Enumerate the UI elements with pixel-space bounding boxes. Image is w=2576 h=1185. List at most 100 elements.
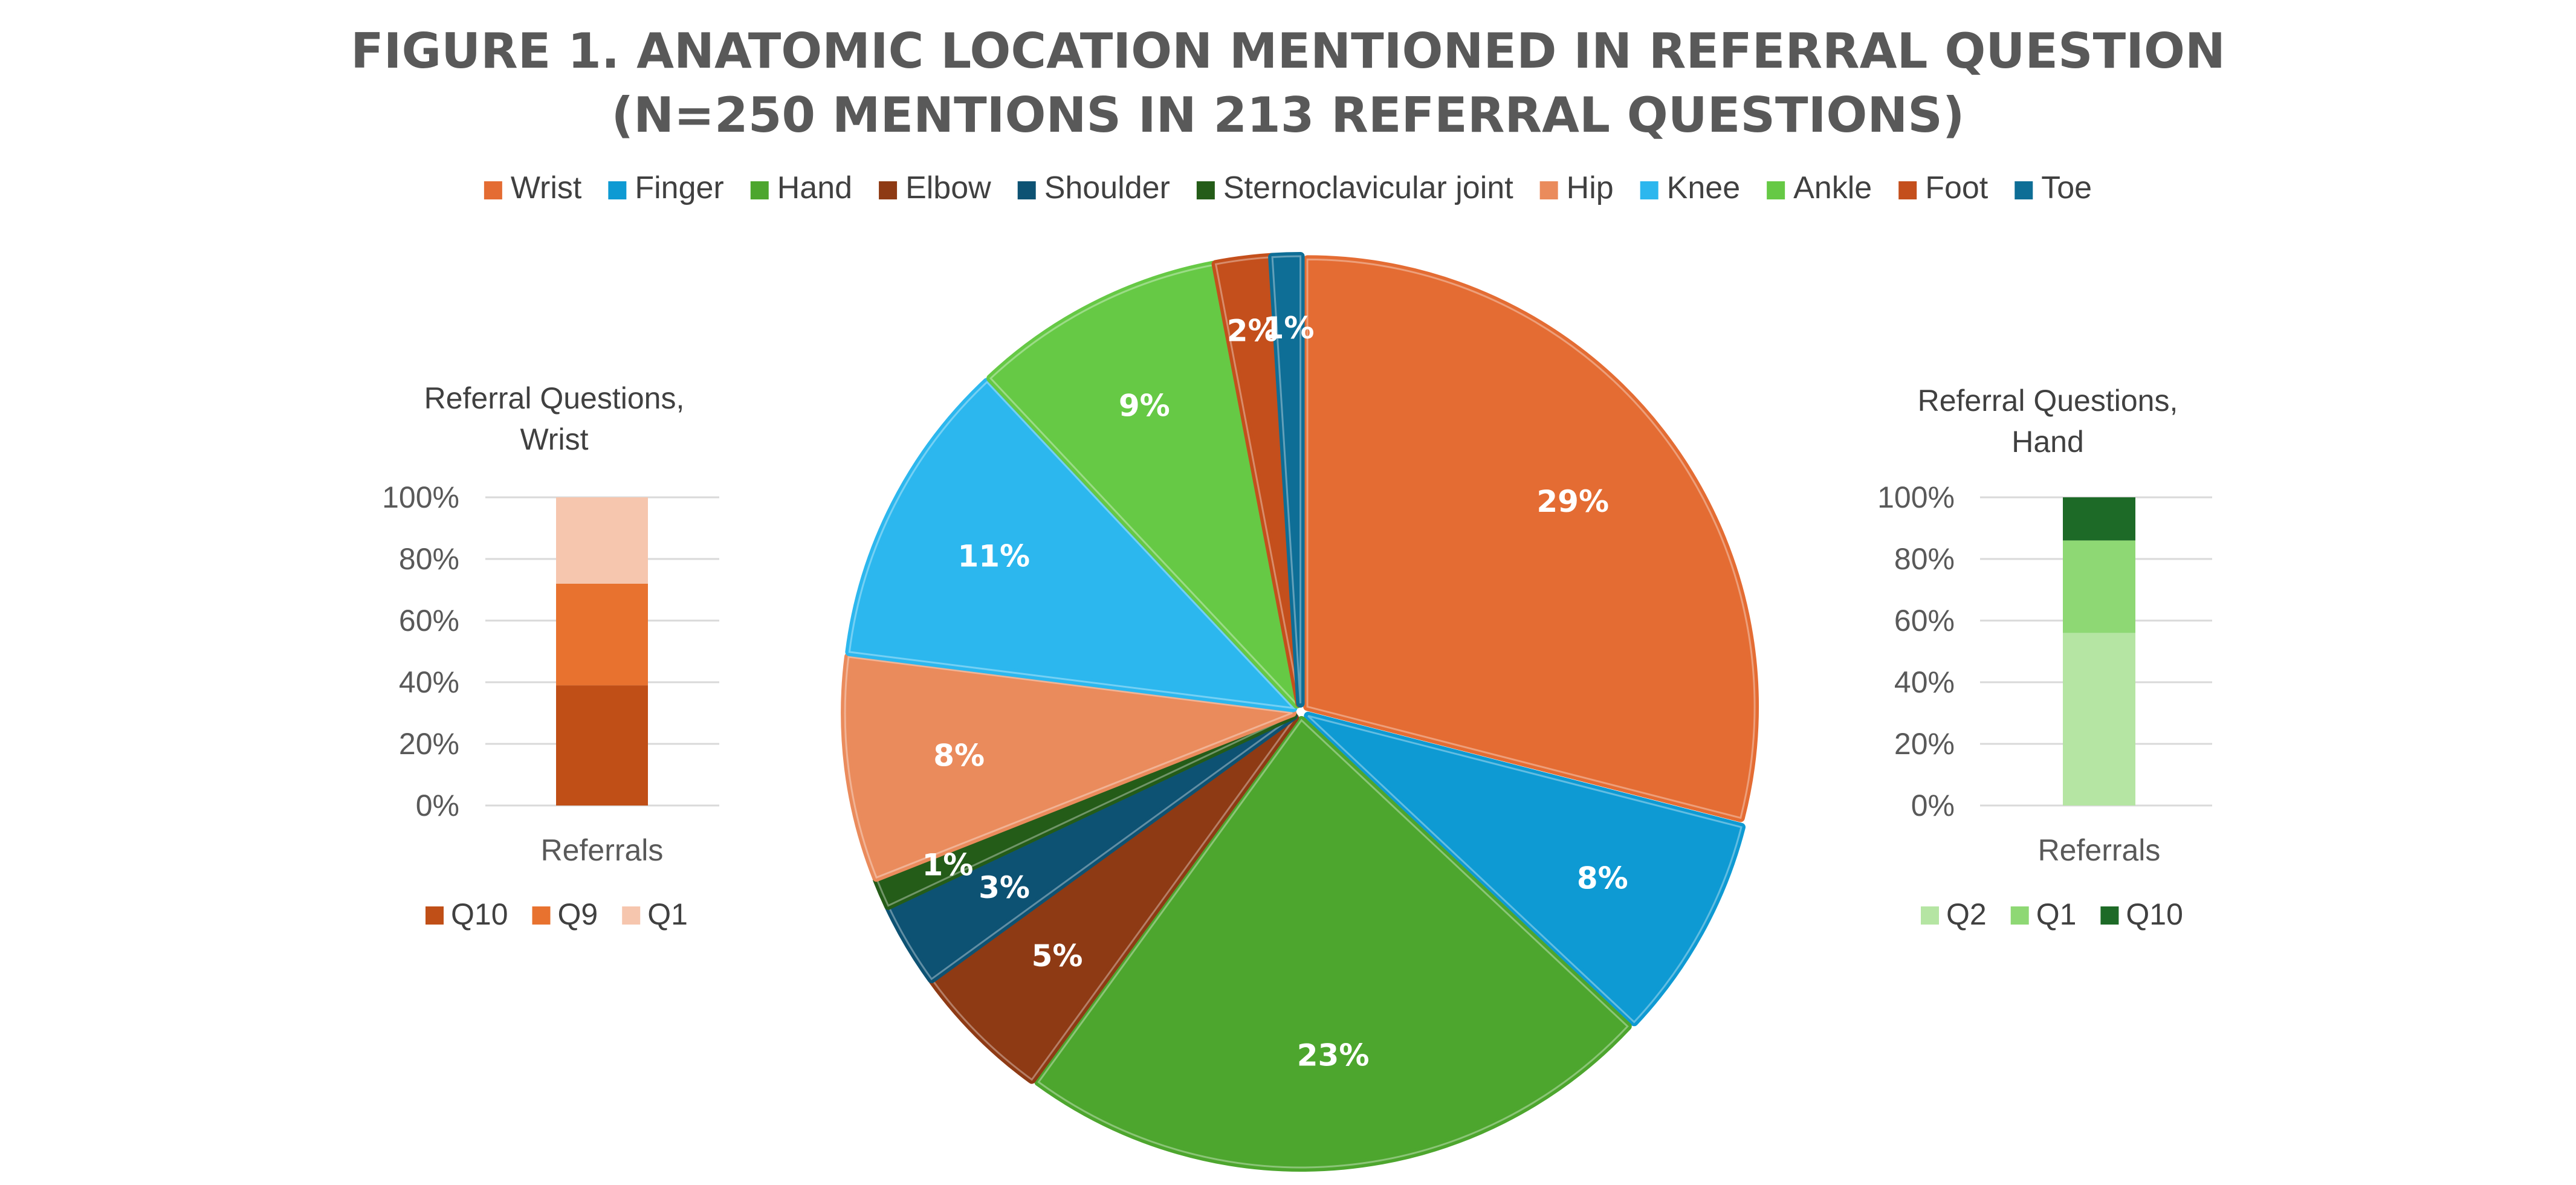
- legend-label-finger: Finger: [635, 170, 723, 205]
- wrist-legend-swatch-q9: [532, 906, 551, 925]
- hand-x-category-label: Referrals: [2038, 833, 2161, 867]
- hand-stacked-bar-chart: Referral Questions, Hand 0% 20% 40% 60% 80% 100…: [1877, 384, 2212, 931]
- legend-label-hip: Hip: [1567, 170, 1614, 205]
- legend-item-toe: Toe: [2015, 170, 2092, 205]
- hand-legend-item-q10: Q10: [2100, 897, 2183, 931]
- hand-bar-segment-q2: [2063, 633, 2135, 806]
- legend-swatch-hand: [750, 181, 769, 199]
- legend-label-shoulder: Shoulder: [1044, 170, 1170, 205]
- wrist-legend-swatch-q1: [622, 906, 641, 925]
- legend-item-foot: Foot: [1898, 170, 1989, 205]
- pie-slice-edge-knee: [848, 381, 1296, 709]
- legend-item-hip: Hip: [1539, 170, 1614, 205]
- legend-swatch-knee: [1640, 181, 1659, 199]
- pie-label-hip: 8%: [933, 738, 985, 773]
- wrist-bar-segment-q1: [556, 497, 648, 584]
- pie-label-knee: 11%: [957, 538, 1030, 573]
- hand-y-tick-label: 60%: [1894, 604, 1955, 638]
- pie-slice-edge-toe: [1271, 255, 1302, 704]
- wrist-y-tick-label: 0%: [416, 789, 459, 822]
- hand-legend-swatch-q1: [2010, 906, 2029, 925]
- hand-legend-item-q2: Q2: [1921, 897, 1987, 931]
- pie-label-foot: 2%: [1227, 314, 1278, 349]
- wrist-y-tick-label: 40%: [399, 665, 459, 699]
- pie-label-finger: 8%: [1577, 861, 1628, 896]
- wrist-legend-item-q1: Q1: [622, 897, 688, 931]
- pie-slice-edge-finger: [1307, 715, 1743, 1024]
- legend-swatch-sternoclavicular-joint: [1196, 181, 1215, 199]
- legend-swatch-hip: [1539, 181, 1558, 199]
- hand-y-tick-label: 80%: [1894, 542, 1955, 576]
- pie-slice-hip: [841, 653, 1297, 882]
- legend-swatch-wrist: [484, 181, 502, 199]
- hand-chart-title-line-1: Referral Questions,: [1918, 384, 2178, 418]
- wrist-y-tick-label: 80%: [399, 542, 459, 576]
- legend-label-hand: Hand: [777, 170, 852, 205]
- legend-item-ankle: Ankle: [1767, 170, 1872, 205]
- pie-slice-elbow: [928, 713, 1299, 1084]
- legend-label-foot: Foot: [1925, 170, 1989, 205]
- chart-title-line-1: FIGURE 1. ANATOMIC LOCATION MENTIONED IN…: [351, 23, 2225, 79]
- pie-slice-finger: [1304, 711, 1746, 1027]
- hand-bar-segment-q10: [2063, 497, 2135, 541]
- pie-slice-edge-elbow: [931, 717, 1296, 1081]
- hand-y-tick-label: 20%: [1894, 727, 1955, 761]
- legend-swatch-foot: [1898, 181, 1917, 199]
- wrist-legend-label-q10: Q10: [451, 897, 508, 931]
- pie-label-elbow: 5%: [1032, 938, 1083, 974]
- legend-label-sternoclavicular-joint: Sternoclavicular joint: [1223, 170, 1513, 205]
- legend-item-hand: Hand: [750, 170, 852, 205]
- hand-y-tick-label: 100%: [1877, 480, 1955, 514]
- hand-y-tick-label: 0%: [1911, 789, 1955, 822]
- legend-item-wrist: Wrist: [484, 170, 582, 205]
- legend-item-finger: Finger: [608, 170, 724, 205]
- legend-label-ankle: Ankle: [1793, 170, 1872, 205]
- pie-label-hand: 23%: [1297, 1038, 1370, 1073]
- hand-legend-label-q1: Q1: [2036, 897, 2077, 931]
- wrist-bar-segment-q9: [556, 583, 648, 686]
- pie-label-ankle: 9%: [1119, 388, 1170, 423]
- legend-item-shoulder: Shoulder: [1017, 170, 1170, 205]
- wrist-x-category-label: Referrals: [541, 833, 664, 867]
- chart-title-line-2: (N=250 MENTIONS IN 213 REFERRAL QUESTION…: [612, 87, 1965, 143]
- pie-slice-edge-hand: [1037, 718, 1629, 1169]
- pie-slice-edge-wrist: [1306, 258, 1756, 819]
- legend-label-toe: Toe: [2041, 170, 2092, 205]
- legend-swatch-finger: [608, 181, 627, 199]
- wrist-chart-title-line-2: Wrist: [520, 422, 589, 456]
- wrist-legend-label-q9: Q9: [558, 897, 598, 931]
- pie-label-toe: 1%: [1263, 311, 1315, 346]
- wrist-bar-segment-q10: [556, 685, 648, 806]
- wrist-stacked-bar-chart: Referral Questions, Wrist 0% 20% 40% 60% 80% 10…: [382, 381, 719, 931]
- pie-label-shoulder: 3%: [979, 870, 1030, 905]
- hand-legend-swatch-q2: [1921, 906, 1939, 925]
- pie-legend: Wrist Finger Hand Elbow Shoulder Sternoclavic…: [484, 170, 2092, 205]
- pie-slice-edge-hip: [844, 656, 1293, 879]
- hand-legend-label-q2: Q2: [1946, 897, 1987, 931]
- legend-swatch-toe: [2015, 181, 2033, 199]
- legend-label-wrist: Wrist: [511, 170, 582, 205]
- pie-slice-edge-ankle: [989, 263, 1299, 708]
- hand-legend-swatch-q10: [2100, 906, 2119, 925]
- pie-label-sternoclavicular-joint: 1%: [922, 848, 973, 883]
- legend-swatch-shoulder: [1017, 181, 1036, 199]
- wrist-legend-item-q10: Q10: [426, 897, 508, 931]
- pie-slice-wrist: [1303, 255, 1759, 822]
- hand-y-tick-label: 40%: [1894, 665, 1955, 699]
- wrist-legend-item-q9: Q9: [532, 897, 598, 931]
- legend-swatch-elbow: [879, 181, 898, 199]
- wrist-y-tick-label: 20%: [399, 727, 459, 761]
- wrist-legend-swatch-q10: [426, 906, 444, 925]
- wrist-chart-title-line-1: Referral Questions,: [424, 381, 685, 415]
- legend-item-elbow: Elbow: [879, 170, 991, 205]
- wrist-y-tick-label: 100%: [382, 480, 459, 514]
- hand-legend-label-q10: Q10: [2126, 897, 2183, 931]
- pie-slice-ankle: [986, 260, 1301, 709]
- legend-item-sternoclavicular-joint: Sternoclavicular joint: [1196, 170, 1513, 205]
- legend-swatch-ankle: [1767, 181, 1785, 199]
- legend-label-elbow: Elbow: [905, 170, 991, 205]
- pie-chart: 29%8%23%5%3%1%8%11%9%2%1%: [841, 252, 1759, 1172]
- pie-label-wrist: 29%: [1536, 484, 1609, 519]
- hand-chart-title-line-2: Hand: [2011, 425, 2084, 459]
- wrist-legend-label-q1: Q1: [647, 897, 688, 931]
